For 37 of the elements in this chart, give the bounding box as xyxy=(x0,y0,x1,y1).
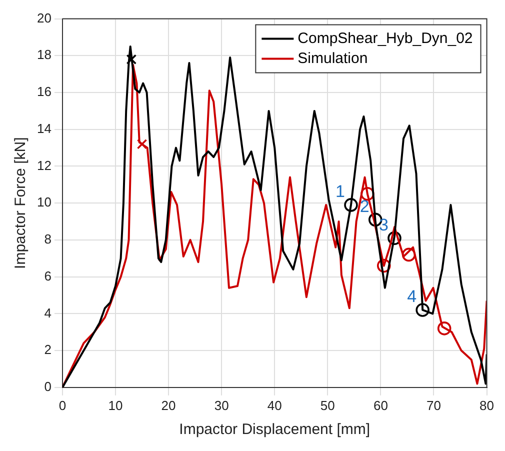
y-tick-label: 16 xyxy=(36,84,52,100)
x-tick-label: 20 xyxy=(161,398,176,413)
x-tick-label: 50 xyxy=(320,398,335,413)
y-tick-label: 8 xyxy=(44,232,52,247)
annotation: 3 xyxy=(379,215,388,234)
x-axis-title: Impactor Displacement [mm] xyxy=(179,421,370,438)
annotation: 1 xyxy=(336,182,345,202)
y-tick-label: 12 xyxy=(36,158,52,173)
y-tick-label: 14 xyxy=(36,120,52,136)
point xyxy=(344,198,358,212)
y-tick-label: 18 xyxy=(36,47,52,62)
legend-label: CompShear_Hyb_Dyn_02 xyxy=(298,30,473,47)
point xyxy=(416,303,430,317)
legend-label: Simulation xyxy=(298,50,368,67)
point xyxy=(437,322,452,336)
annotation: 2 xyxy=(360,196,370,216)
y-tick-label: 6 xyxy=(44,268,52,284)
x-tick-label: 60 xyxy=(373,398,388,413)
x-tick-label: 70 xyxy=(426,398,441,413)
y-axis-title: Impactor Force [kN] xyxy=(12,137,30,269)
annotation: 4 xyxy=(407,287,417,306)
point xyxy=(360,186,374,201)
point xyxy=(136,138,148,150)
x-tick-label: 10 xyxy=(108,398,123,413)
x-tick-label: 30 xyxy=(214,398,229,413)
point xyxy=(388,231,402,246)
y-tick-label: 0 xyxy=(44,378,52,394)
x-tick-label: 80 xyxy=(480,398,494,413)
y-tick-label: 2 xyxy=(44,342,52,358)
y-tick-label: 20 xyxy=(36,10,52,26)
point xyxy=(126,54,137,64)
x-tick-label: 0 xyxy=(58,398,66,413)
point xyxy=(376,258,391,273)
y-tick-label: 10 xyxy=(36,194,52,210)
x-tick-label: 40 xyxy=(267,398,282,413)
point xyxy=(402,248,416,262)
y-tick-label: 4 xyxy=(44,305,52,320)
